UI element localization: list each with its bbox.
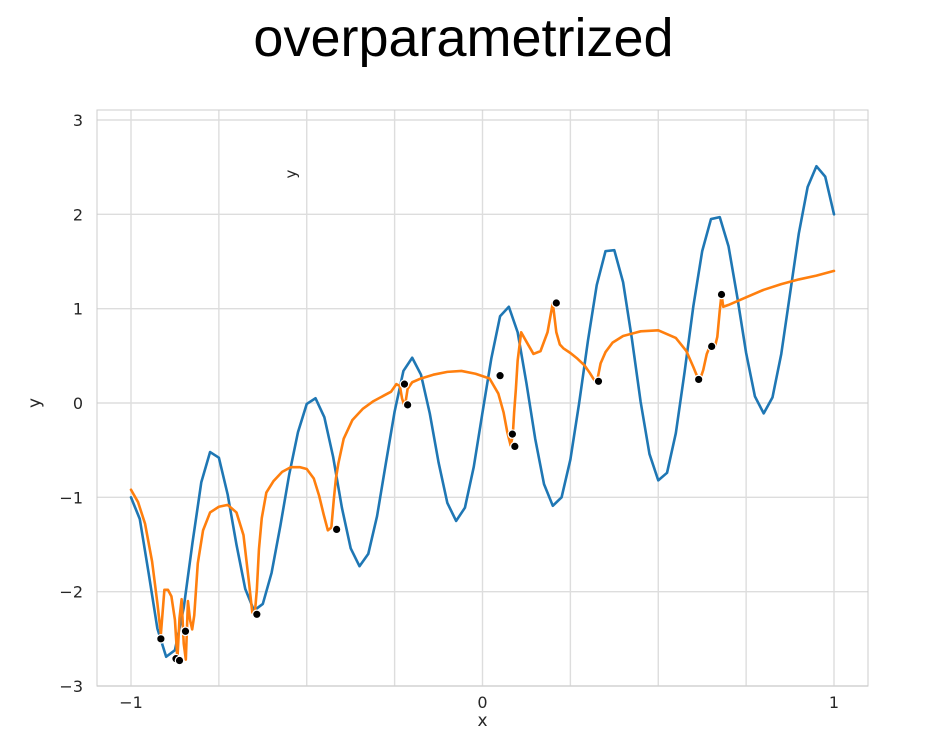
data-point (252, 609, 262, 620)
data-point (402, 400, 413, 410)
data-point (507, 429, 518, 439)
data-point (593, 376, 604, 387)
series-line-0 (129, 164, 836, 659)
y-tick-label: 0 (73, 394, 83, 413)
data-point (399, 379, 410, 389)
plot-area (129, 164, 836, 666)
data-point (706, 341, 717, 352)
x-tick-label: −1 (119, 693, 143, 712)
data-point (693, 374, 704, 385)
x-axis-label: x (477, 711, 487, 731)
series-line-1 (129, 269, 836, 661)
grid-lines (97, 110, 868, 687)
data-point (510, 441, 520, 452)
y-tick-label: −2 (59, 583, 83, 602)
x-tick-label: 1 (829, 693, 839, 712)
data-point (331, 524, 342, 535)
plot-frame (96, 109, 869, 687)
y-tick-label: 1 (73, 300, 83, 319)
y-axis-label: y (25, 398, 45, 408)
y-tick-label: −1 (59, 488, 83, 507)
tick-labels: −1 0 1 −3 −2 −1 0 1 2 3 (59, 111, 839, 712)
data-point (551, 298, 562, 308)
chart-title: overparametrized (253, 8, 674, 68)
data-point (495, 370, 505, 381)
y-tick-label: −3 (59, 677, 83, 696)
data-point (180, 626, 191, 637)
y-tick-label: 3 (73, 111, 83, 130)
y-tick-label: 2 (73, 205, 83, 224)
data-point (716, 289, 727, 300)
data-point (156, 634, 166, 644)
stray-y-label: y (282, 169, 300, 178)
x-tick-label: 0 (477, 693, 487, 712)
data-point (174, 655, 185, 666)
